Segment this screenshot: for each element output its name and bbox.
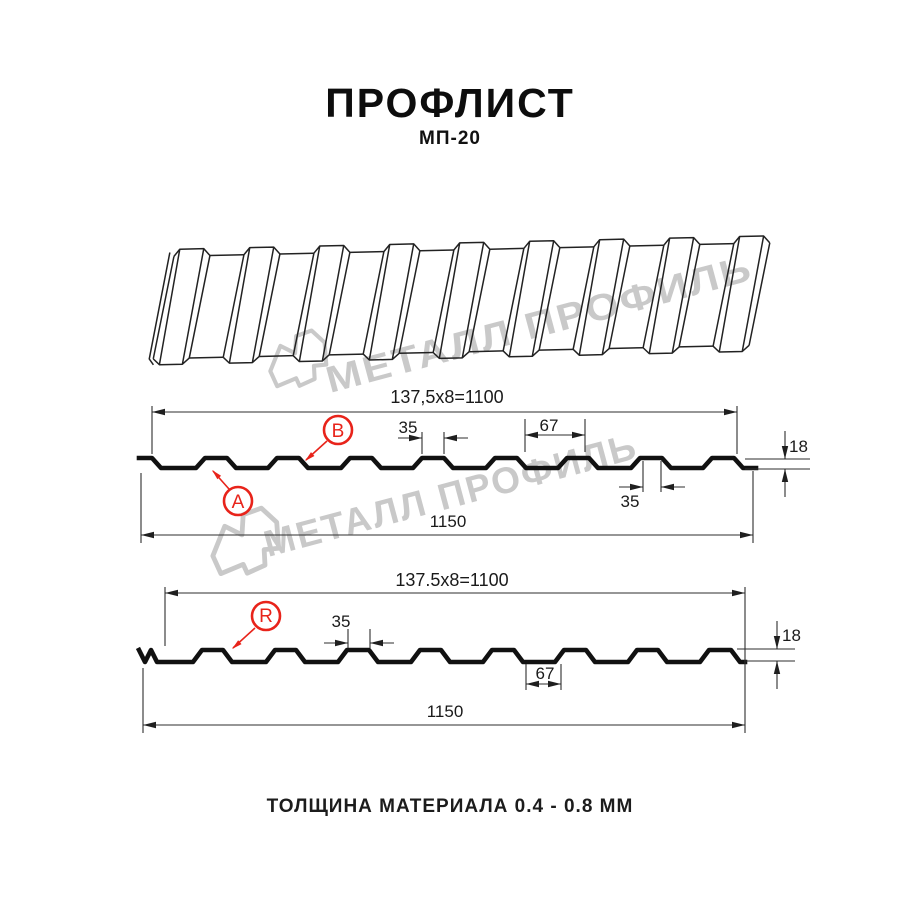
- rib-side-lines: [152, 235, 771, 365]
- dim-height-2: 18: [737, 621, 801, 689]
- dim-label: 35: [399, 418, 418, 437]
- dim-height-1: 18: [745, 431, 810, 497]
- profile-outline-2: [135, 646, 748, 665]
- dim-label: 35: [621, 492, 640, 511]
- cross-section-1: 137,5x8=1100 35 67 35: [136, 387, 810, 543]
- rib-feet: [152, 344, 750, 366]
- dim-label: 18: [789, 437, 808, 456]
- watermark-text: МЕТАЛЛ ПРОФИЛЬ: [321, 247, 757, 400]
- dim-label: 67: [540, 416, 559, 435]
- profile-outline-1: [136, 455, 759, 471]
- rib-caps: [173, 235, 771, 257]
- page-title: ПРОФЛИСТ: [325, 80, 575, 126]
- dim-label: 35: [332, 612, 351, 631]
- dim-crest-top-1: 35: [398, 418, 468, 454]
- reverse-side-label: R: [259, 606, 273, 627]
- sheet-front-edge: [189, 345, 714, 359]
- dim-top-total-2: 137.5x8=1100: [164, 570, 746, 733]
- watermark-2: МЕТАЛЛ ПРОФИЛЬ: [210, 425, 642, 577]
- callout-side-a: А: [210, 468, 254, 517]
- side-a-label: А: [232, 492, 245, 513]
- side-b-label: В: [332, 421, 345, 442]
- dim-label: 137.5x8=1100: [395, 570, 508, 590]
- callout-side-b: В: [303, 414, 354, 463]
- product-code: МП-20: [419, 128, 481, 149]
- material-thickness-note: ТОЛЩИНА МАТЕРИАЛА 0.4 - 0.8 ММ: [266, 796, 634, 817]
- dim-overall-1: 1150: [140, 471, 754, 543]
- dim-label: 67: [536, 664, 555, 683]
- metall-profil-logo-outline: [268, 328, 329, 389]
- cross-section-2: 137.5x8=1100 35 67 18: [135, 570, 801, 733]
- dim-valley-1: 67: [524, 416, 586, 452]
- sheet-3d-view: [148, 235, 771, 366]
- dim-label: 1150: [427, 702, 464, 721]
- dim-top-total-1: 137,5x8=1100: [151, 387, 738, 454]
- dim-crest-top-2: 35: [324, 612, 394, 648]
- dim-label: 1150: [430, 512, 467, 531]
- callout-reverse-side: R: [230, 600, 282, 651]
- dim-crest-bottom-1: 35: [619, 461, 685, 511]
- dim-valley-2: 67: [525, 664, 562, 690]
- sheet-back-edge: [209, 242, 734, 257]
- dim-overall-2: 1150: [142, 668, 745, 733]
- dim-label: 18: [782, 626, 801, 645]
- dim-label: 137,5x8=1100: [390, 387, 503, 407]
- sheet-cut-edge: [148, 252, 171, 366]
- watermark-1: МЕТАЛЛ ПРОФИЛЬ: [268, 247, 757, 401]
